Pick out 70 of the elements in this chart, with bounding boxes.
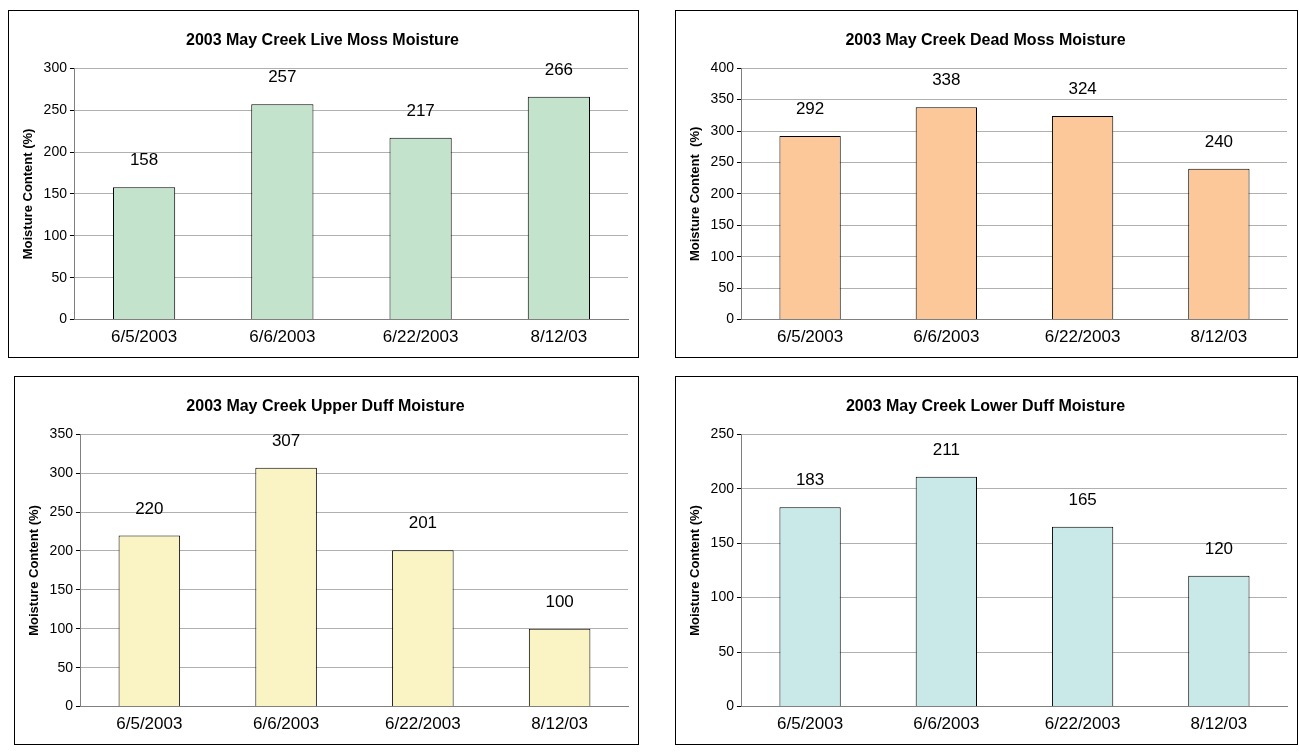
y-tick-label: 50 — [57, 658, 74, 675]
data-label: 266 — [544, 59, 574, 79]
x-tick-label: 8/12/03 — [531, 714, 588, 734]
x-tick-label: 6/5/2003 — [110, 327, 178, 347]
data-label: 100 — [545, 591, 574, 611]
data-label: 257 — [268, 67, 297, 87]
x-tick-label: 6/6/2003 — [253, 714, 320, 734]
y-tick-label: 150 — [43, 184, 68, 201]
x-tick-label: 6/22/2003 — [1044, 327, 1121, 347]
y-tick-label: 300 — [43, 59, 68, 76]
data-label: 307 — [271, 430, 301, 450]
y-tick-label: 200 — [710, 184, 735, 201]
y-tick-label: 100 — [43, 226, 68, 243]
y-tick-label: 250 — [710, 425, 735, 442]
y-tick-label: 100 — [710, 247, 735, 264]
y-tick-label: 150 — [49, 580, 74, 597]
data-label: 292 — [795, 99, 825, 119]
chart-title: 2003 May Creek Upper Duff Moisture — [186, 397, 465, 415]
data-label: 165 — [1068, 490, 1097, 509]
x-tick-label: 6/5/2003 — [776, 714, 844, 734]
y-tick-label: 250 — [43, 100, 68, 117]
x-tick-label: 6/5/2003 — [776, 327, 844, 347]
data-label: 158 — [129, 150, 159, 170]
x-tick-label: 6/6/2003 — [913, 327, 980, 347]
y-tick-label: 100 — [49, 619, 74, 636]
y-tick-label: 50 — [718, 279, 735, 296]
y-tick-label: 250 — [49, 502, 74, 519]
y-tick-label: 150 — [710, 534, 735, 551]
y-axis-title: Moisture Content (%) — [20, 128, 36, 260]
y-axis-title: Moisture Content (%) — [687, 126, 703, 262]
y-tick-label: 50 — [718, 642, 735, 659]
y-tick-label: 300 — [710, 121, 735, 138]
data-label: 211 — [932, 439, 960, 459]
y-tick-label: 250 — [710, 153, 735, 170]
data-label: 183 — [795, 470, 825, 490]
y-tick-label: 0 — [59, 310, 68, 327]
data-label: 217 — [406, 100, 435, 120]
data-label: 220 — [135, 498, 164, 518]
y-tick-label: 150 — [710, 216, 735, 233]
x-tick-label: 6/22/2003 — [382, 327, 459, 347]
y-tick-label: 400 — [710, 59, 735, 76]
data-label: 120 — [1204, 539, 1234, 559]
data-label: 324 — [1068, 79, 1097, 99]
chart-title: 2003 May Creek Live Moss Moisture — [185, 31, 460, 49]
x-tick-label: 6/22/2003 — [1044, 714, 1121, 734]
chart-title: 2003 May Creek Dead Moss Moisture — [845, 31, 1126, 49]
chart-title: 2003 May Creek Lower Duff Moisture — [845, 397, 1126, 415]
y-tick-label: 200 — [43, 142, 68, 159]
data-label: 338 — [932, 70, 961, 90]
y-tick-label: 200 — [710, 479, 735, 496]
y-tick-label: 0 — [726, 697, 735, 714]
y-tick-label: 350 — [710, 90, 735, 107]
x-tick-label: 8/12/03 — [530, 327, 588, 347]
y-tick-label: 350 — [49, 425, 74, 442]
y-axis-title: Moisture Content (%) — [687, 505, 703, 636]
y-tick-label: 0 — [65, 697, 74, 714]
data-label: 201 — [408, 513, 438, 533]
data-label: 240 — [1204, 131, 1234, 151]
y-tick-label: 300 — [49, 463, 74, 480]
y-tick-label: 100 — [710, 588, 735, 605]
y-tick-label: 0 — [726, 310, 735, 327]
x-tick-label: 6/22/2003 — [385, 714, 461, 734]
x-tick-label: 6/5/2003 — [116, 714, 183, 734]
x-tick-label: 6/6/2003 — [249, 327, 316, 347]
y-tick-label: 50 — [51, 268, 68, 285]
x-tick-label: 8/12/03 — [1190, 327, 1248, 347]
y-tick-label: 200 — [49, 541, 74, 558]
x-tick-label: 8/12/03 — [1190, 714, 1248, 734]
x-tick-label: 6/6/2003 — [913, 714, 980, 734]
y-axis-title: Moisture Content (%) — [26, 505, 42, 636]
